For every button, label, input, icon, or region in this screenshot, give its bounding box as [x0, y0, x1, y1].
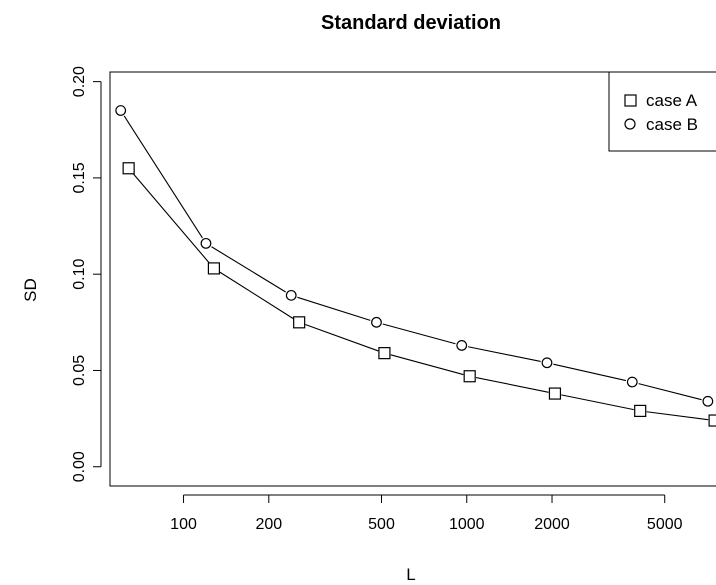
- data-point-circle: [457, 341, 467, 351]
- x-tick-label: 5000: [647, 516, 683, 533]
- series-line-segment: [647, 412, 709, 420]
- y-tick-label: 0.20: [71, 66, 88, 97]
- series-line-segment: [639, 384, 702, 400]
- x-axis: 100 200 500 1000 2000 5000: [170, 495, 682, 533]
- legend-box: [609, 72, 716, 151]
- data-point-circle: [201, 239, 211, 249]
- x-tick-label: 1000: [449, 516, 485, 533]
- series-line-segment: [561, 395, 634, 410]
- data-point-circle: [286, 291, 296, 301]
- chart-title: Standard deviation: [321, 12, 501, 34]
- data-point-circle: [116, 106, 126, 116]
- series-line-segment: [133, 173, 210, 263]
- series-case-a: [123, 163, 716, 426]
- series-line-segment: [391, 355, 464, 375]
- x-tick-label: 200: [255, 516, 282, 533]
- series-line-segment: [212, 247, 286, 292]
- data-point-circle: [627, 377, 637, 387]
- x-tick-label: 2000: [534, 516, 570, 533]
- y-axis: 0.00 0.05 0.10 0.15 0.20: [71, 66, 101, 482]
- data-point-circle: [542, 358, 552, 368]
- y-tick-label: 0.05: [71, 355, 88, 386]
- series-line-segment: [383, 324, 456, 344]
- data-point-square: [379, 348, 390, 359]
- series-line-segment: [468, 347, 541, 362]
- y-tick-label: 0.00: [71, 451, 88, 482]
- data-point-square: [464, 371, 475, 382]
- y-tick-label: 0.10: [71, 259, 88, 290]
- x-tick-label: 500: [368, 516, 395, 533]
- legend: case A case B: [609, 72, 716, 151]
- data-point-square: [635, 405, 646, 416]
- plot-area: [116, 106, 716, 426]
- data-point-circle: [703, 396, 713, 406]
- series-line-segment: [219, 272, 293, 319]
- x-tick-label: 100: [170, 516, 197, 533]
- legend-label-case-b: case B: [646, 115, 698, 134]
- data-point-square: [549, 388, 560, 399]
- series-line-segment: [305, 325, 378, 351]
- data-point-square: [709, 415, 716, 426]
- data-point-square: [294, 317, 305, 328]
- data-point-square: [123, 163, 134, 174]
- series-line-segment: [476, 378, 549, 393]
- series-line-segment: [553, 364, 626, 380]
- y-tick-label: 0.15: [71, 162, 88, 193]
- data-point-square: [208, 263, 219, 274]
- series-layer: [116, 106, 716, 426]
- data-point-circle: [372, 318, 382, 328]
- series-line-segment: [297, 297, 370, 320]
- y-axis-label: SD: [21, 278, 40, 302]
- x-axis-label: L: [406, 565, 415, 584]
- legend-label-case-a: case A: [646, 91, 698, 110]
